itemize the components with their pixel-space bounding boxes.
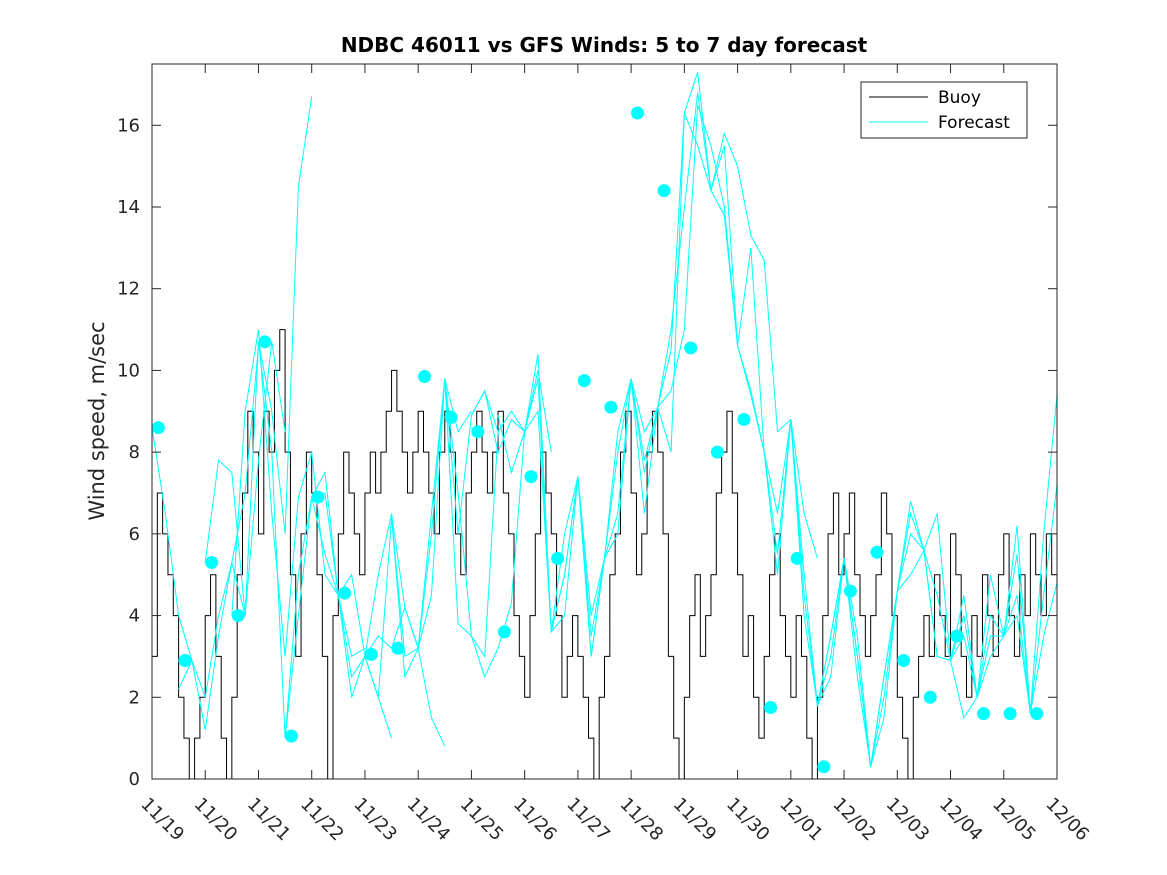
- forecast-marker: [1003, 707, 1017, 721]
- forecast-marker: [311, 490, 325, 504]
- forecast-marker: [790, 551, 804, 565]
- forecast-marker: [524, 470, 538, 484]
- forecast-marker: [364, 647, 378, 661]
- legend-forecast-label: Forecast: [938, 113, 1010, 133]
- chart-title: NDBC 46011 vs GFS Winds: 5 to 7 day fore…: [341, 33, 868, 57]
- forecast-marker: [843, 584, 857, 598]
- forecast-marker: [258, 335, 272, 349]
- y-axis: 0 2 4 6 8 10 12 14 16: [117, 115, 1057, 790]
- forecast-marker: [631, 106, 645, 120]
- y-axis-label: Wind speed, m/sec: [85, 321, 109, 520]
- forecast-run-line: [657, 104, 765, 453]
- y-tick-label: 6: [129, 524, 140, 545]
- forecast-run-line: [151, 345, 259, 731]
- forecast-marker: [684, 341, 698, 355]
- forecast-marker: [205, 555, 219, 569]
- forecast-marker: [710, 445, 724, 459]
- y-tick-label: 10: [117, 360, 140, 381]
- forecast-marker: [497, 625, 511, 639]
- forecast-marker: [1030, 707, 1044, 721]
- forecast-run-line: [683, 72, 792, 433]
- forecast-marker: [950, 629, 964, 643]
- forecast-marker: [764, 701, 778, 714]
- y-tick-label: 16: [117, 115, 140, 136]
- y-tick-label: 8: [129, 442, 140, 463]
- buoy-series-layer: [152, 329, 1058, 780]
- forecast-marker: [897, 654, 911, 668]
- forecast-marker: [657, 184, 671, 198]
- forecast-marker: [284, 729, 298, 743]
- forecast-marker: [418, 370, 432, 384]
- forecast-run-line: [976, 484, 1058, 714]
- forecast-marker: [604, 400, 618, 414]
- forecast-marker: [151, 421, 165, 435]
- forecast-marker: [817, 760, 831, 774]
- forecast-marker: [551, 551, 565, 565]
- forecast-marker: [471, 425, 485, 439]
- forecast-marker: [231, 609, 245, 623]
- forecast-marker: [577, 374, 591, 388]
- legend-buoy-label: Buoy: [938, 88, 981, 108]
- forecast-run-line: [178, 341, 286, 700]
- forecast-marker: [977, 707, 991, 721]
- forecast-marker: [391, 641, 405, 655]
- forecast-marker: [923, 690, 937, 704]
- forecast-run-line: [630, 92, 739, 514]
- axes-box: [151, 63, 1058, 780]
- forecast-run-line: [444, 370, 552, 679]
- y-tick-label: 12: [117, 279, 140, 300]
- y-tick-label: 14: [117, 197, 140, 218]
- forecast-marker: [870, 545, 884, 559]
- forecast-series-layer: [151, 72, 1058, 767]
- forecast-marker: [444, 410, 458, 424]
- forecast-marker: [338, 586, 352, 600]
- legend: Buoy Forecast: [860, 81, 1028, 139]
- forecast-marker: [178, 654, 192, 668]
- forecast-marker: [737, 412, 751, 426]
- forecast-marker-layer: [151, 106, 1044, 774]
- plot-area: [151, 72, 1058, 780]
- y-tick-label: 2: [129, 687, 140, 708]
- legend-box: [860, 81, 1028, 139]
- buoy-line: [152, 329, 1058, 780]
- y-tick-label: 0: [129, 769, 140, 790]
- y-tick-label: 4: [129, 606, 140, 627]
